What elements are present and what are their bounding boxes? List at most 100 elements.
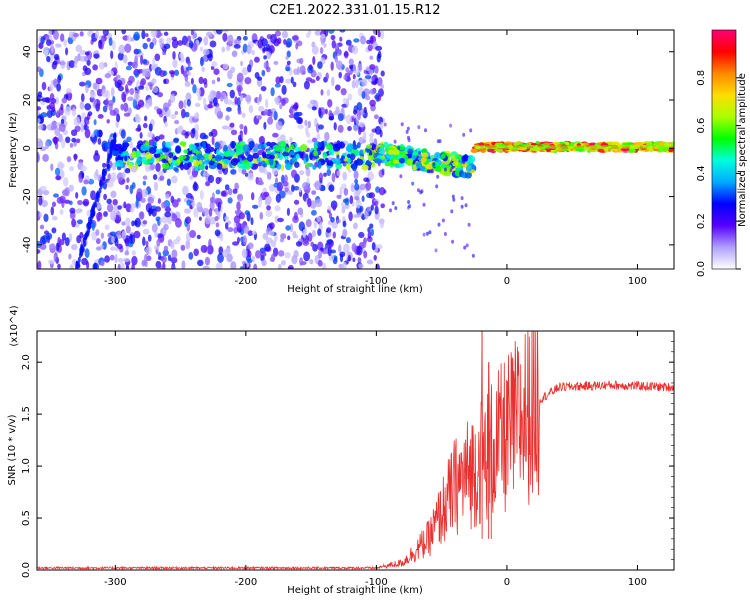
spectrogram-cell [202, 207, 210, 216]
spectrogram-cell [227, 188, 233, 196]
spectrogram-cell [351, 243, 357, 252]
spectrogram-cell [246, 44, 252, 55]
spectrogram-cell [70, 129, 78, 137]
spectrogram-cell [65, 47, 69, 56]
spectrogram-cell [369, 136, 374, 144]
spectrogram-cell [55, 242, 60, 252]
colorbar-tick-label: 0.2 [696, 213, 707, 229]
spectrogram-cell [100, 244, 104, 249]
spectrogram-cell [140, 144, 148, 152]
spectrogram-cell [144, 163, 151, 172]
spectrogram-cell [199, 189, 204, 200]
spectrogram-cell [328, 184, 335, 193]
spectrogram-cell [240, 163, 249, 170]
spectrogram-cell [193, 181, 198, 191]
spectrogram-cell [317, 61, 323, 69]
spectrogram-cell [57, 236, 61, 245]
spectrogram-cell [133, 31, 140, 41]
spectrogram-cell [261, 38, 268, 47]
spectrogram-cell [270, 240, 277, 248]
spectrogram-cell [96, 211, 103, 221]
spectrogram-cell [494, 148, 504, 152]
spectrogram-cell [50, 43, 54, 54]
spectrogram-cell [383, 141, 389, 149]
spectrogram-cell [319, 221, 323, 230]
spectrogram-cell [239, 94, 244, 102]
spectrogram-cell [444, 164, 452, 169]
spectrogram-cell [269, 157, 274, 166]
spectrogram-cell [671, 141, 674, 146]
spectrogram-cell [265, 66, 271, 73]
spectrogram-cell [92, 209, 96, 216]
spectrogram-cell [406, 126, 410, 131]
spectrogram-cell [87, 221, 91, 228]
spectrogram-cell [261, 69, 266, 77]
spectrogram-cell [137, 99, 145, 108]
spectrogram-cell [202, 140, 206, 149]
spectrogram-cell [223, 150, 230, 157]
spectrogram-cell [247, 250, 252, 258]
spectrogram-cell [298, 187, 302, 193]
spectrogram-cell [61, 139, 66, 149]
spectrogram-cell [251, 230, 257, 235]
spectrogram-cell [330, 216, 335, 223]
spectrogram-cell [270, 33, 278, 44]
spectrogram-cell [75, 192, 79, 199]
spectrogram-cell [371, 75, 376, 82]
spectrogram-cell [268, 45, 275, 54]
spectrogram-cell [170, 241, 175, 250]
spectrogram-cell [56, 83, 61, 92]
spectrogram-cell [291, 35, 299, 41]
spectrogram-cell [45, 232, 53, 240]
spectrogram-cell [373, 114, 379, 120]
spectrogram-cell [171, 249, 178, 259]
spectrogram-cell [71, 137, 77, 143]
spectrogram-cell [278, 190, 286, 199]
spectrogram-cell [244, 210, 250, 216]
spectrogram-cell [58, 123, 66, 132]
spectrogram-cell [325, 72, 329, 80]
spectrogram-cell [264, 169, 268, 175]
spectrogram-cell [84, 67, 92, 76]
spectrogram-cell [352, 222, 358, 230]
spectrogram-cell [465, 243, 469, 248]
spectrogram-cell [199, 56, 204, 67]
spectrogram-cell [57, 75, 62, 84]
spectrogram-cell [147, 97, 152, 106]
spectrogram-cell [400, 122, 404, 127]
spectrogram-cell [53, 60, 58, 66]
spectrogram-cell [42, 153, 49, 162]
spectrogram-cell [156, 238, 161, 247]
spectrogram-cell [93, 152, 100, 162]
spectrogram-cell [240, 223, 245, 231]
spectrogram-cell [310, 209, 317, 216]
spectrogram-cell [269, 112, 273, 119]
spectrogram-cell [80, 124, 84, 133]
spectrogram-cell [295, 153, 300, 160]
spectrogram-cell [248, 104, 254, 114]
spectrogram-cell [242, 35, 248, 41]
spectrogram-cell [171, 199, 179, 208]
spectrogram-cell [342, 243, 350, 254]
spectrogram-cell [230, 169, 237, 175]
spectrogram-cell [140, 54, 144, 65]
spectrogram-cell [50, 125, 55, 131]
spectrogram-cell [316, 133, 320, 141]
spectrogram-cell [216, 110, 223, 120]
spectrogram-cell [51, 227, 57, 234]
spectrogram-cell [48, 243, 56, 249]
spectrogram-cell [116, 113, 121, 123]
spectrogram-cell [247, 242, 254, 250]
spectrogram-cell [186, 71, 192, 76]
x-tick-label: 0 [504, 276, 510, 287]
spectrogram-cell [370, 228, 375, 237]
spectrogram-cell [220, 93, 224, 102]
spectrogram-cell [180, 64, 184, 75]
x-tick-label: 100 [628, 276, 647, 287]
spectrogram-cell [291, 255, 298, 265]
spectrogram-cell [208, 153, 213, 161]
spectrogram-cell [53, 252, 58, 263]
spectrogram-cell [237, 110, 242, 115]
spectrogram-cell [189, 204, 193, 210]
spectrogram-cell [247, 153, 252, 160]
